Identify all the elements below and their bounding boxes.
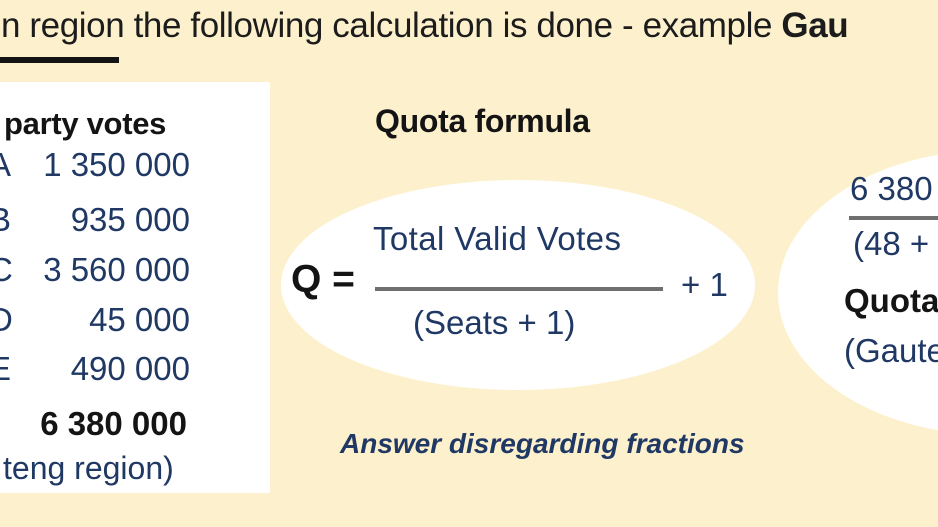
quota-note: Answer disregarding fractions xyxy=(340,428,745,459)
vote-row-b: B 935 000 xyxy=(0,201,270,243)
example-calculation-ellipse: 6 380 000 (48 + 1) Quota = (Gauteng regi… xyxy=(778,150,938,435)
vote-count: 45 000 xyxy=(89,301,190,338)
votes-region-note: teng region) xyxy=(3,450,174,486)
example-numerator: 6 380 000 xyxy=(850,170,938,207)
votes-card-title: party votes xyxy=(4,106,167,141)
fraction-bar xyxy=(375,287,663,291)
vote-row-d: D 45 000 xyxy=(0,301,270,343)
quota-formula-title: Quota formula xyxy=(375,103,590,139)
party-letter: E xyxy=(0,350,12,387)
votes-card: party votes A 1 350 000 B 935 000 C 3 56… xyxy=(0,82,270,493)
quota-plus-one: + 1 xyxy=(681,266,728,303)
votes-total: 6 380 000 xyxy=(40,405,187,442)
example-denominator: (48 + 1) xyxy=(853,225,938,262)
example-region-note: (Gauteng region) xyxy=(844,332,938,369)
party-letter: A xyxy=(0,146,12,183)
vote-count: 3 560 000 xyxy=(43,251,190,288)
party-letter: D xyxy=(0,301,13,338)
header-sentence-text: n region the following calculation is do… xyxy=(1,6,782,45)
vote-row-c: C 3 560 000 xyxy=(0,251,270,293)
party-letter: B xyxy=(0,201,12,238)
vote-row-e: E 490 000 xyxy=(0,350,270,392)
quota-denominator: (Seats + 1) xyxy=(413,304,576,341)
header-sentence: n region the following calculation is do… xyxy=(1,6,849,46)
vote-row-a: A 1 350 000 xyxy=(0,146,270,188)
quota-lhs: Q = xyxy=(291,258,355,301)
vote-count: 1 350 000 xyxy=(43,146,190,183)
vote-count: 490 000 xyxy=(70,350,190,387)
quota-formula-ellipse: Q = Total Valid Votes (Seats + 1) + 1 xyxy=(281,180,755,390)
party-letter: C xyxy=(0,251,13,288)
quota-numerator: Total Valid Votes xyxy=(373,220,622,257)
example-quota-label: Quota = xyxy=(844,282,938,319)
vote-count: 935 000 xyxy=(70,201,190,238)
header-sentence-bold: Gau xyxy=(781,6,849,45)
example-fraction-bar xyxy=(849,216,938,220)
header-underline xyxy=(0,57,119,63)
